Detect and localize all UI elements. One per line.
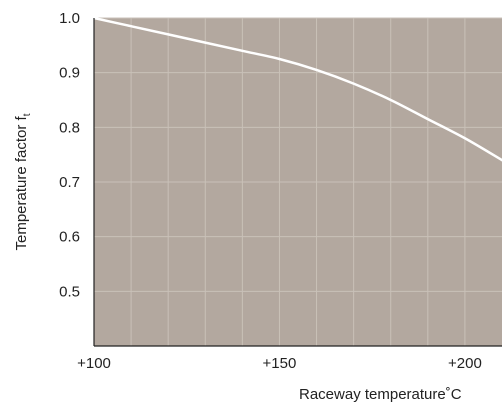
x-tick-label: +200 bbox=[448, 355, 482, 372]
series-layer bbox=[92, 16, 502, 162]
series-line bbox=[92, 16, 502, 162]
y-axis-title-text: Temperature factor f bbox=[13, 115, 30, 250]
y-tick-label: 0.8 bbox=[59, 119, 80, 136]
y-axis-title: Temperature factor ft bbox=[13, 113, 33, 250]
axes bbox=[93, 18, 502, 347]
y-tick-label: 1.0 bbox=[59, 10, 80, 27]
tick-labels: 0.5 0.6 0.7 0.8 0.9 1.0 +100 +150 +200 bbox=[59, 10, 482, 372]
y-tick-label: 0.9 bbox=[59, 65, 80, 82]
y-tick-label: 0.5 bbox=[59, 283, 80, 300]
y-tick-label: 0.6 bbox=[59, 229, 80, 246]
grid bbox=[94, 17, 502, 346]
x-axis-title: Raceway temperature˚C bbox=[299, 386, 462, 403]
x-tick-label: +100 bbox=[77, 355, 111, 372]
y-axis-title-subscript: t bbox=[22, 113, 33, 116]
x-tick-label: +150 bbox=[263, 355, 297, 372]
y-tick-label: 0.7 bbox=[59, 174, 80, 191]
